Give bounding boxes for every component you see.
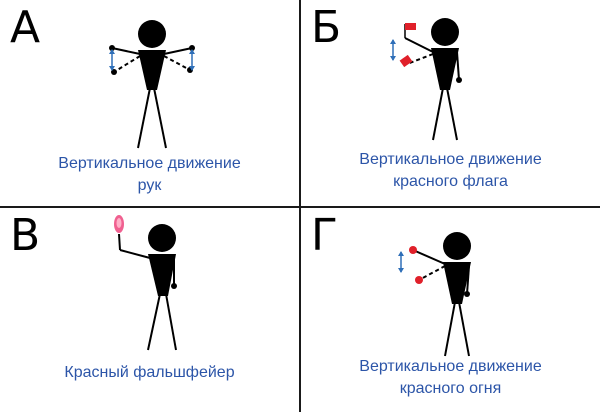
figure-leg-left [137, 87, 151, 149]
figure-torso [431, 48, 459, 90]
figure-leg-left [444, 301, 456, 357]
figure-leg-right [458, 301, 470, 357]
caption-line-2: красного огня [399, 380, 502, 397]
caption-line-1: Вертикальное движение [359, 151, 542, 168]
figure-torso [443, 262, 471, 304]
arm-flare [119, 249, 151, 259]
arm-down-right [163, 55, 191, 71]
stick-figure-b [390, 18, 462, 141]
figure-leg-right [165, 293, 177, 351]
caption-line-1: Вертикальное движение [359, 358, 542, 375]
figure-head [443, 232, 471, 260]
vertical-double-arrow-icon [109, 49, 115, 71]
arm-down-left [113, 55, 141, 73]
caption-line-1: Красный фальшфейер [64, 364, 235, 381]
panel-caption: Вертикальное движение красного флага [301, 149, 600, 193]
figure-head [148, 224, 176, 252]
figure-torso [148, 254, 176, 296]
red-light-icon [415, 276, 423, 284]
caption-line-2: рук [137, 177, 162, 194]
arm-down-right [466, 265, 470, 295]
caption-line-1: Вертикальное движение [58, 155, 241, 172]
arm-up-left [412, 249, 446, 265]
arm-up-right [163, 47, 193, 55]
panel-letter: В [10, 210, 41, 261]
panel-letter: А [10, 2, 41, 53]
red-light-icon [409, 246, 417, 254]
horizontal-divider [0, 206, 600, 208]
arm-up-left [404, 37, 434, 53]
stick-figure-a [109, 20, 195, 149]
panel-b: Б Вертикальное движение [301, 0, 600, 206]
arm-up-left [111, 47, 141, 55]
panel-a: А Вертикально [0, 0, 299, 206]
panel-v: В Красный фальшфейер [0, 208, 299, 412]
vertical-double-arrow-icon [390, 39, 396, 61]
red-flag-icon [399, 54, 413, 68]
panel-letter: Г [311, 210, 338, 261]
vertical-double-arrow-icon [398, 251, 404, 273]
vertical-double-arrow-icon [189, 49, 195, 71]
arm-down-left [406, 53, 434, 65]
panel-caption: Вертикальное движение рук [0, 153, 299, 197]
figure-leg-left [432, 87, 444, 141]
stick-figure-g [398, 232, 471, 357]
figure-head [138, 20, 166, 48]
caption-line-2: красного флага [393, 173, 508, 190]
panel-caption: Красный фальшфейер [0, 362, 299, 384]
red-flare-icon [114, 215, 124, 233]
figure-torso [138, 50, 166, 90]
figure-leg-left [147, 293, 161, 351]
figure-leg-right [153, 87, 167, 149]
panel-caption: Вертикальное движение красного огня [301, 356, 600, 400]
red-flag-icon [404, 23, 416, 38]
figure-leg-right [446, 87, 458, 141]
figure-head [431, 18, 459, 46]
stick-figure-v [114, 215, 177, 351]
arm-down-right [456, 51, 460, 81]
panel-letter: Б [311, 2, 342, 53]
arm-down-left [418, 265, 446, 281]
panel-g: Г Вертикальное движение красного огня [301, 208, 600, 412]
